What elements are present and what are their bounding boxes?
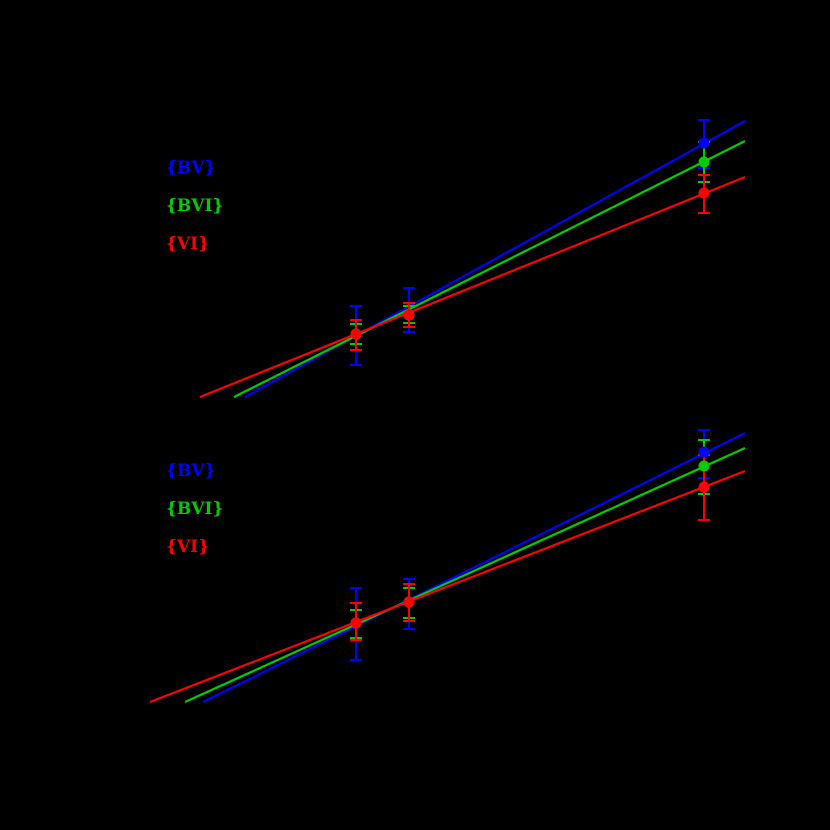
data-point (403, 309, 415, 321)
legend-label-vi: {VI} (166, 537, 209, 557)
legend-label-vi: {VI} (166, 234, 209, 254)
data-point (698, 446, 710, 458)
fit-line-bvi (233, 140, 746, 398)
data-point (350, 328, 362, 340)
legend-label-bv: {BV} (166, 461, 215, 481)
lower-panel: {BV} {BVI} {VI} (149, 429, 746, 704)
legend-label-bvi: {BVI} (166, 499, 223, 519)
data-point (403, 596, 415, 608)
data-point (698, 187, 710, 199)
upper-panel: {BV} {BVI} {VI} (166, 119, 746, 399)
legend-label-bvi: {BVI} (166, 196, 223, 216)
fit-line-bv (202, 432, 746, 703)
fit-line-vi (149, 469, 746, 704)
fit-line-bv (244, 120, 746, 398)
fit-line-vi (199, 175, 746, 399)
data-point (350, 617, 362, 629)
data-point (698, 137, 710, 149)
data-point (698, 156, 710, 168)
fit-line-bvi (184, 446, 746, 704)
data-point (698, 481, 710, 493)
legend-label-bv: {BV} (166, 158, 215, 178)
data-point (698, 460, 710, 472)
